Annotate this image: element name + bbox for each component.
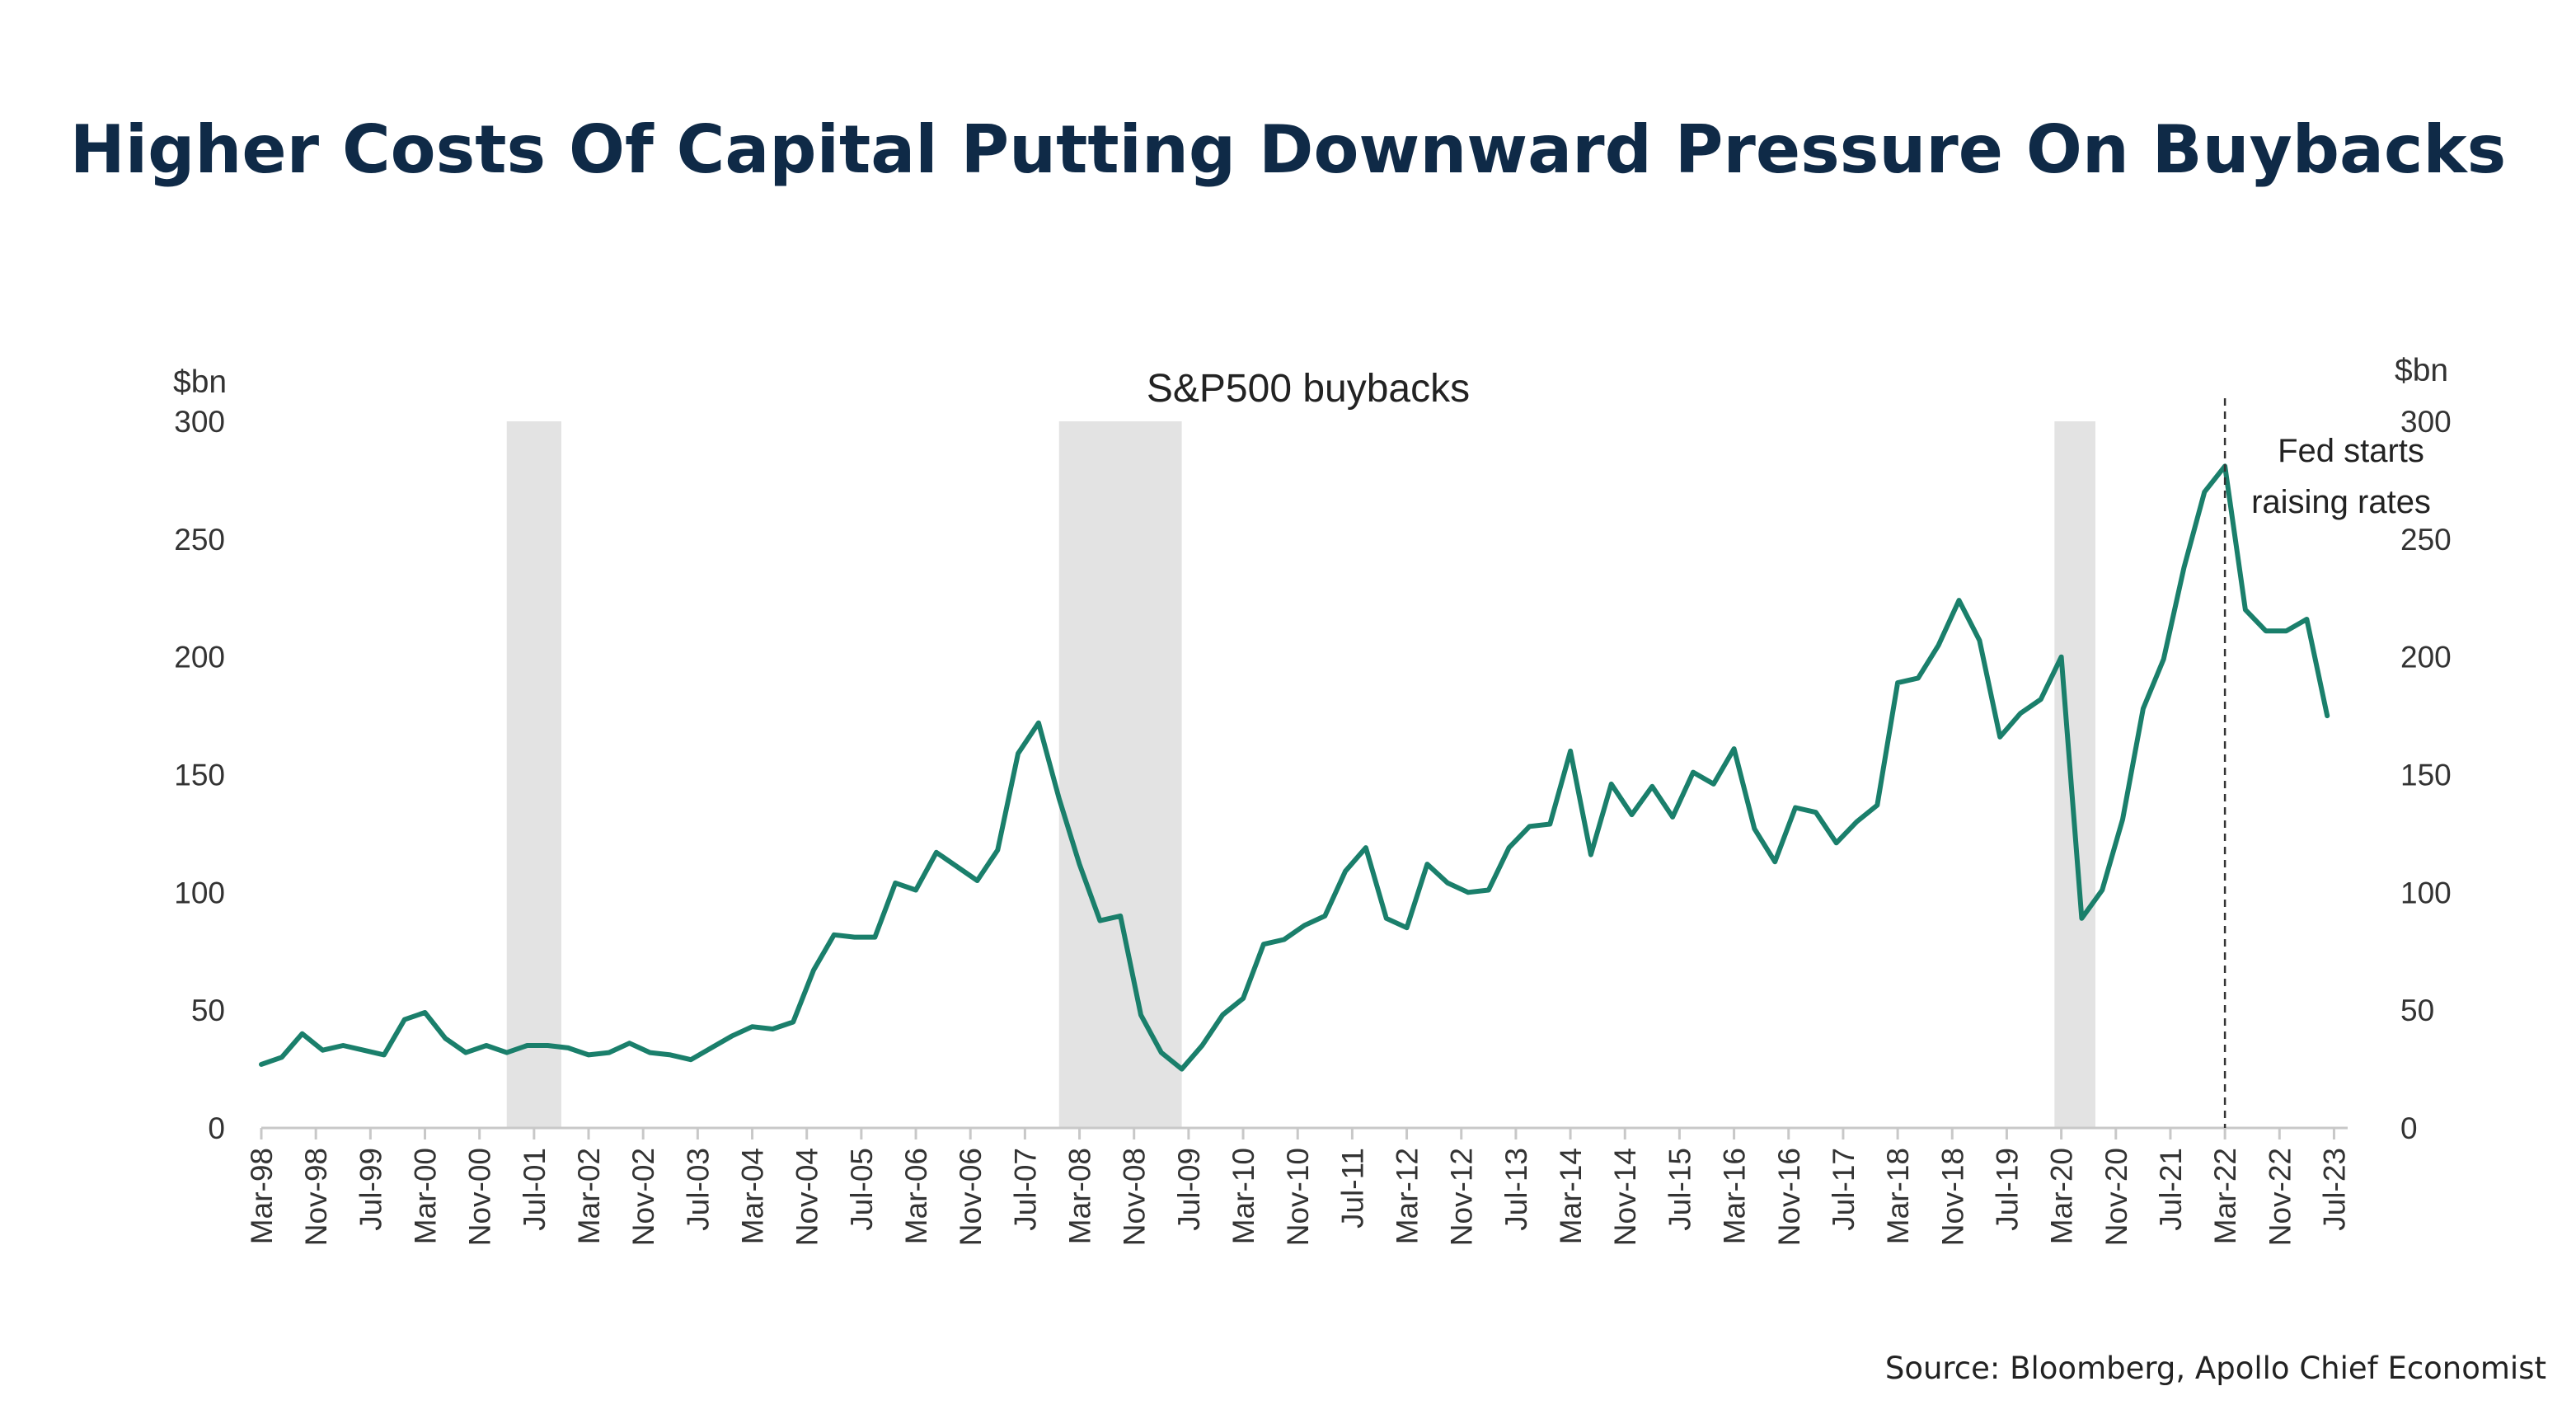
x-tick-label-Nov-98: Nov-98 <box>299 1148 333 1246</box>
chart-title: S&P500 buybacks <box>1147 367 1470 411</box>
recession-band-2 <box>1058 421 1182 1128</box>
x-tick-label-Mar-22: Mar-22 <box>2208 1148 2242 1244</box>
y-tick-right-200: 200 <box>2400 641 2452 674</box>
x-tick-label-Jul-15: Jul-15 <box>1663 1148 1696 1231</box>
y-tick-left-250: 250 <box>174 523 225 557</box>
x-tick-label-Jul-19: Jul-19 <box>1990 1148 2024 1231</box>
x-tick-label-Nov-04: Nov-04 <box>791 1148 824 1246</box>
y-tick-right-250: 250 <box>2400 523 2452 557</box>
x-tick-label-Nov-16: Nov-16 <box>1772 1148 1806 1246</box>
x-tick-label-Mar-02: Mar-02 <box>572 1148 606 1244</box>
x-tick-label-Jul-05: Jul-05 <box>845 1148 879 1231</box>
x-tick-label-Nov-14: Nov-14 <box>1608 1148 1642 1246</box>
x-tick-label-Nov-00: Nov-00 <box>463 1148 497 1246</box>
y-axis-right-unit: $bn <box>2395 353 2448 388</box>
x-tick-label-Mar-98: Mar-98 <box>245 1148 279 1244</box>
y-tick-left-300: 300 <box>174 405 225 439</box>
x-tick-label-Mar-06: Mar-06 <box>899 1148 933 1244</box>
series-line-1 <box>259 463 2330 1072</box>
y-tick-right-150: 150 <box>2400 759 2452 792</box>
y-tick-left-50: 50 <box>191 994 225 1027</box>
source-note: Source: Bloomberg, Apollo Chief Economis… <box>1884 1351 2546 1386</box>
x-tick-label-Nov-18: Nov-18 <box>1936 1148 1969 1246</box>
x-tick-label-Mar-16: Mar-16 <box>1718 1148 1752 1244</box>
x-tick-label-Nov-10: Nov-10 <box>1281 1148 1315 1246</box>
x-tick-label-Jul-23: Jul-23 <box>2317 1148 2351 1231</box>
recession-band-3 <box>2054 421 2095 1128</box>
x-tick-label-Nov-08: Nov-08 <box>1118 1148 1152 1246</box>
x-tick-label-Jul-13: Jul-13 <box>1499 1148 1533 1231</box>
x-tick-label-Nov-06: Nov-06 <box>954 1148 988 1246</box>
recession-bands <box>506 421 2095 1128</box>
y-tick-right-0: 0 <box>2400 1111 2418 1145</box>
x-tick-label-Mar-18: Mar-18 <box>1881 1148 1915 1244</box>
x-tick-label-Jul-01: Jul-01 <box>518 1148 551 1231</box>
x-tick-label-Jul-11: Jul-11 <box>1335 1148 1369 1229</box>
y-tick-right-50: 50 <box>2400 994 2434 1027</box>
x-tick-label-Mar-10: Mar-10 <box>1227 1148 1260 1244</box>
annotation-text-line-2: raising rates <box>2251 484 2431 520</box>
y-tick-left-100: 100 <box>174 876 225 909</box>
y-tick-right-100: 100 <box>2400 876 2452 909</box>
y-tick-left-200: 200 <box>174 641 225 674</box>
x-tick-label-Jul-03: Jul-03 <box>681 1148 715 1231</box>
recession-band-1 <box>506 421 561 1128</box>
x-tick-label-Mar-00: Mar-00 <box>409 1148 443 1244</box>
y-tick-left-150: 150 <box>174 759 225 792</box>
annotation-text-line-1: Fed starts <box>2278 433 2424 469</box>
x-tick-label-Mar-04: Mar-04 <box>736 1148 770 1244</box>
series-layer <box>259 463 2330 1072</box>
y-axis-left-unit: $bn <box>173 364 227 400</box>
x-tick-label-Jul-09: Jul-09 <box>1172 1148 1206 1231</box>
x-tick-label-Jul-21: Jul-21 <box>2154 1148 2188 1231</box>
y-tick-left-0: 0 <box>208 1111 225 1145</box>
x-tick-label-Nov-20: Nov-20 <box>2100 1148 2133 1246</box>
y-tick-right-300: 300 <box>2400 405 2452 439</box>
x-tick-label-Nov-02: Nov-02 <box>626 1148 660 1246</box>
page-title: Higher Costs Of Capital Putting Downward… <box>69 111 2507 188</box>
x-tick-label-Mar-12: Mar-12 <box>1391 1148 1424 1244</box>
x-tick-label-Mar-14: Mar-14 <box>1554 1148 1588 1244</box>
x-tick-label-Mar-08: Mar-08 <box>1063 1148 1097 1244</box>
x-tick-label-Jul-07: Jul-07 <box>1008 1148 1042 1231</box>
x-tick-label-Jul-17: Jul-17 <box>1827 1148 1860 1231</box>
x-tick-label-Mar-20: Mar-20 <box>2045 1148 2079 1244</box>
axes: 0 0 50 50 100 100 150 150 200 200 250 250 300 300 Mar-… <box>174 405 2451 1246</box>
x-tick-label-Nov-12: Nov-12 <box>1445 1148 1479 1246</box>
annotation-layer: Fed starts raising rates <box>2223 398 2431 1128</box>
x-tick-label-Nov-22: Nov-22 <box>2263 1148 2297 1246</box>
x-tick-label-Jul-99: Jul-99 <box>354 1148 387 1231</box>
